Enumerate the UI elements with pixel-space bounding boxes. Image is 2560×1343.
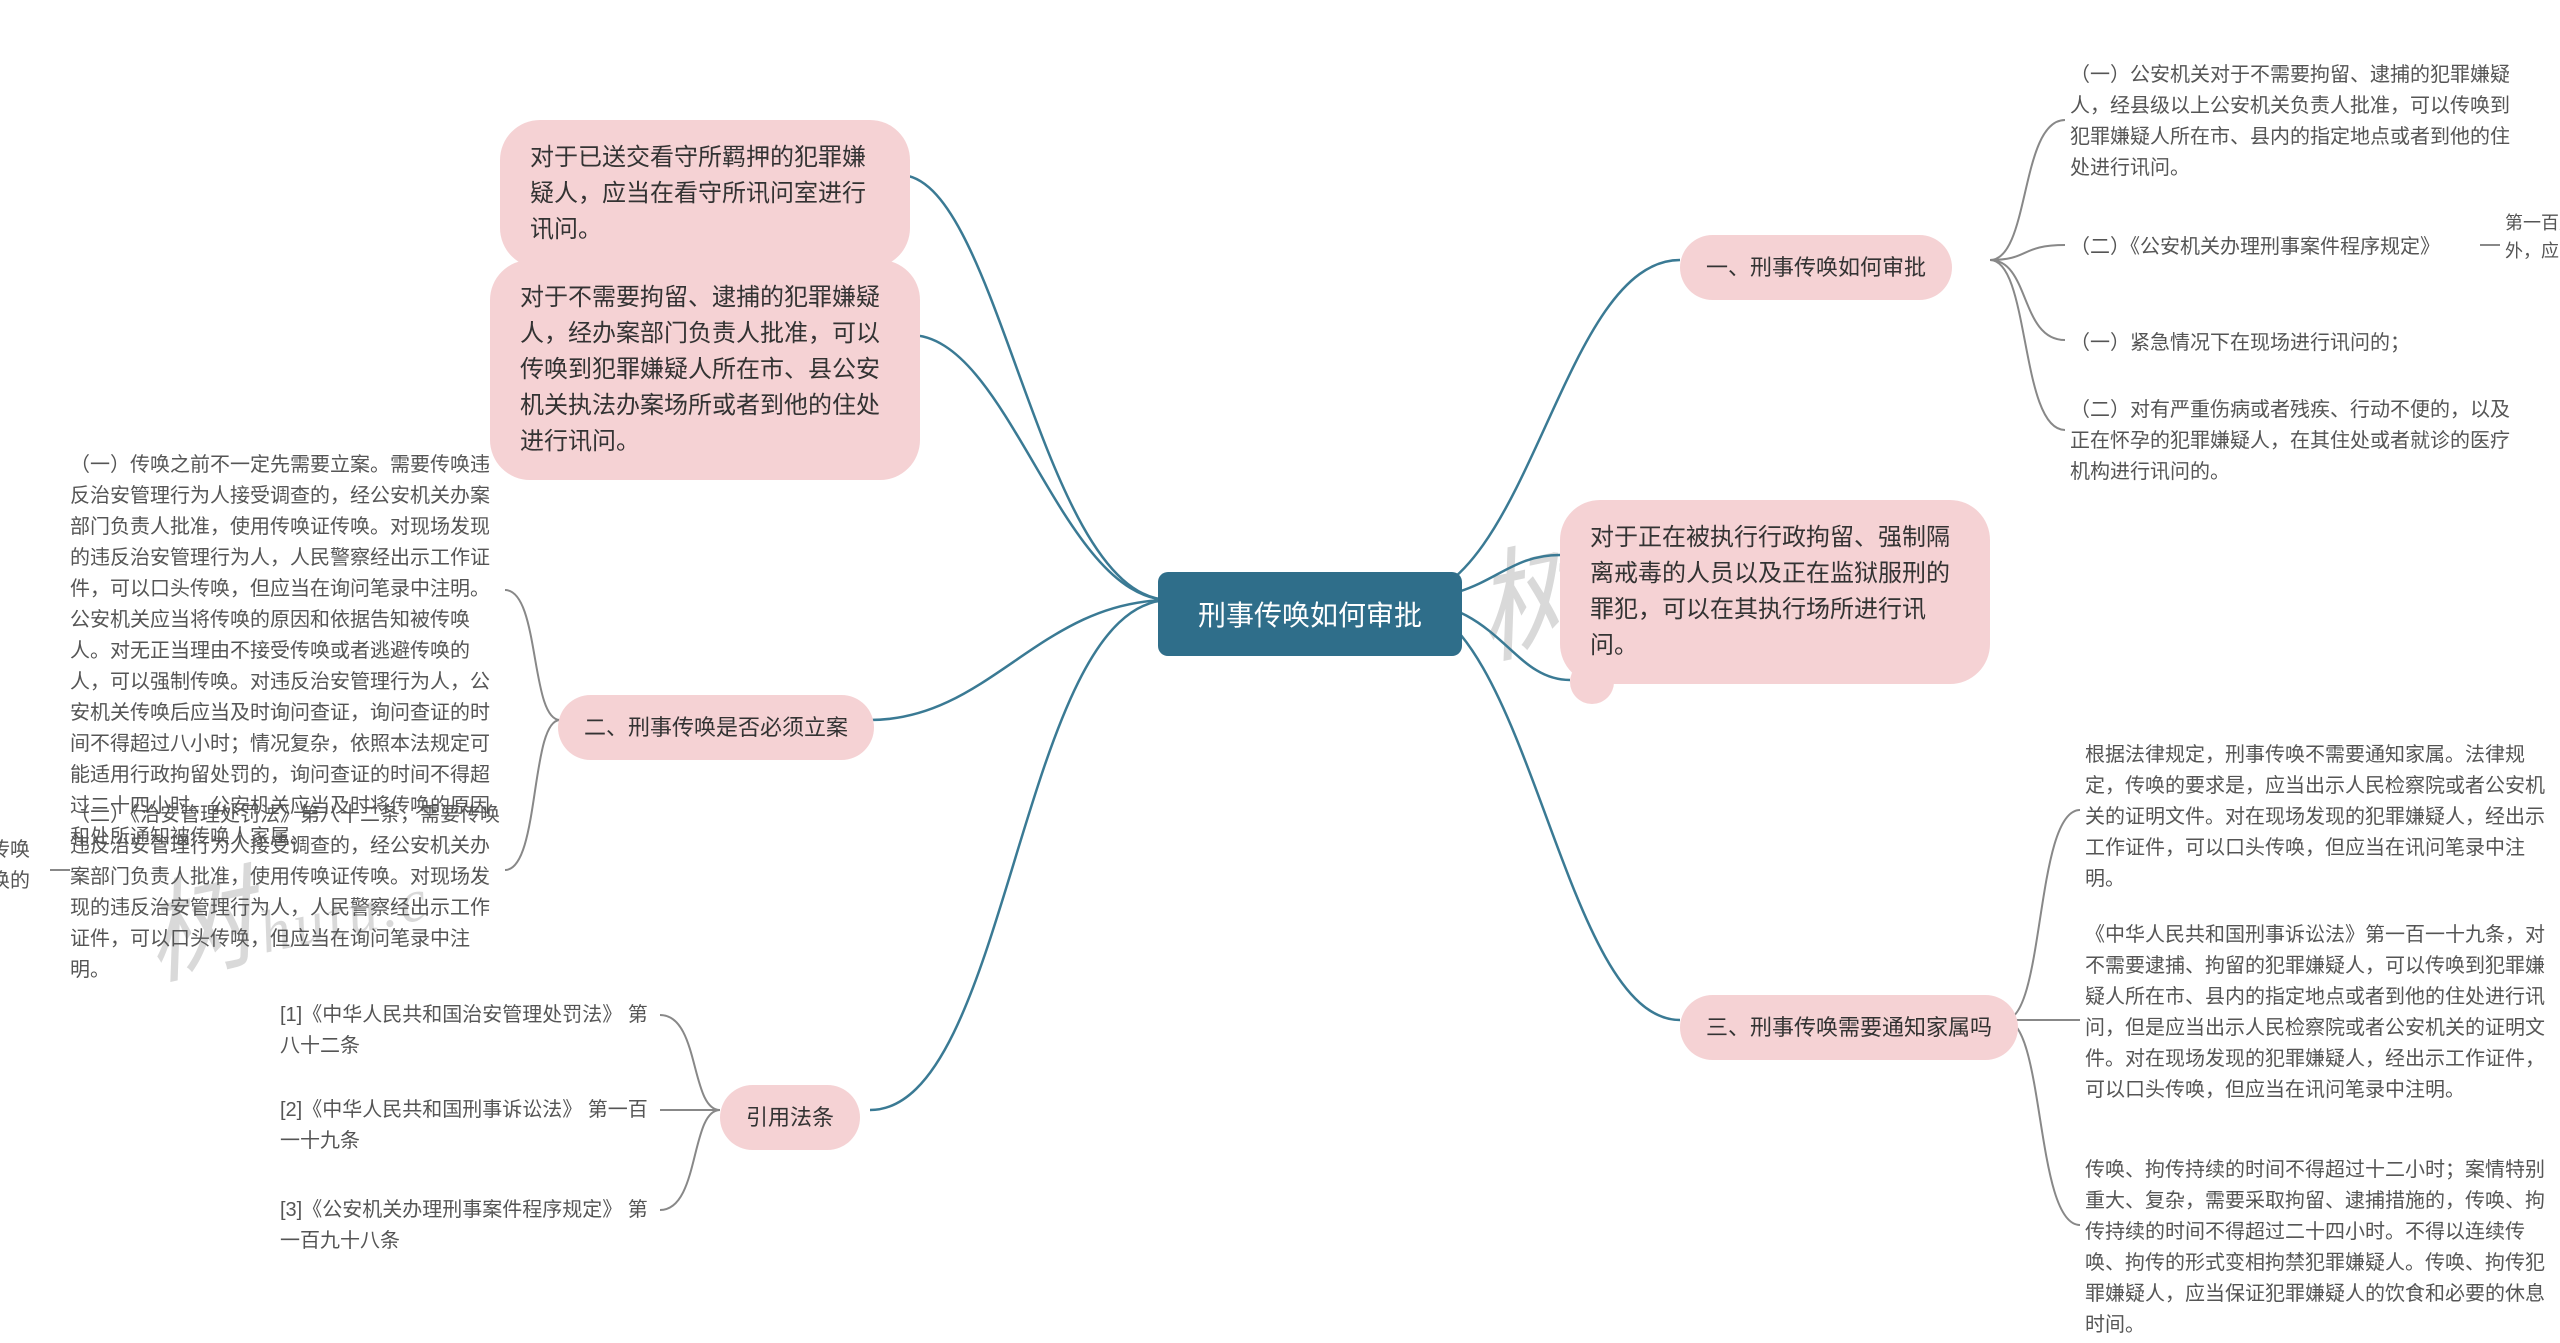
left-branch-1[interactable]: 对于已送交看守所羁押的犯罪嫌疑人，应当在看守所讯问室进行讯问。 bbox=[500, 120, 910, 268]
right-b1-child-1: （一）公安机关对于不需要拘留、逮捕的犯罪嫌疑人，经县级以上公安机关负责人批准，可… bbox=[2070, 60, 2510, 184]
root-node[interactable]: 刑事传唤如何审批 bbox=[1158, 572, 1462, 656]
right-branch-2[interactable]: 对于正在被执行行政拘留、强制隔离戒毒的人员以及正在监狱服刑的罪犯，可以在其执行场… bbox=[1560, 500, 1990, 684]
left-b3-child-2: （二）《治安管理处罚法》第八十二条，需要传唤违反治安管理行为人接受调查的，经公安… bbox=[70, 800, 500, 986]
left-branch-4[interactable]: 引用法条 bbox=[720, 1085, 860, 1150]
right-branch-3-empty[interactable] bbox=[1570, 660, 1614, 704]
right-b4-label: 三、刑事传唤需要通知家属吗 bbox=[1706, 1015, 1992, 1040]
right-b1-label: 一、刑事传唤如何审批 bbox=[1706, 255, 1926, 280]
left-b3-child-2-detail: 公安机关应当将传唤的原因和依据告知被传唤人。对无正当理由不接受传唤或者逃避传唤的… bbox=[0, 835, 50, 928]
right-b4-child-2: 《中华人民共和国刑事诉讼法》第一百一十九条，对不需要逮捕、拘留的犯罪嫌疑人，可以… bbox=[2085, 920, 2545, 1106]
right-b1-child-2: （二）《公安机关办理刑事案件程序规定》 bbox=[2070, 232, 2480, 263]
left-b3-child-1: （一）传唤之前不一定先需要立案。需要传唤违反治安管理行为人接受调查的，经公安机关… bbox=[70, 450, 500, 853]
right-b4-child-3: 传唤、拘传持续的时间不得超过十二小时；案情特别重大、复杂，需要采取拘留、逮捕措施… bbox=[2085, 1155, 2545, 1341]
right-branch-1[interactable]: 一、刑事传唤如何审批 bbox=[1680, 235, 1952, 300]
left-b3-label: 二、刑事传唤是否必须立案 bbox=[584, 715, 848, 740]
left-b4-label: 引用法条 bbox=[746, 1105, 834, 1130]
right-b1-child-4: （二）对有严重伤病或者残疾、行动不便的，以及正在怀孕的犯罪嫌疑人，在其住处或者就… bbox=[2070, 395, 2510, 488]
left-branch-2[interactable]: 对于不需要拘留、逮捕的犯罪嫌疑人，经办案部门负责人批准，可以传唤到犯罪嫌疑人所在… bbox=[490, 260, 920, 480]
left-b4-ref-1: [1]《中华人民共和国治安管理处罚法》 第八十二条 bbox=[280, 1000, 660, 1062]
right-b4-child-1: 根据法律规定，刑事传唤不需要通知家属。法律规定，传唤的要求是，应当出示人民检察院… bbox=[2085, 740, 2545, 895]
left-b4-ref-3: [3]《公安机关办理刑事案件程序规定》 第一百九十八条 bbox=[280, 1195, 660, 1257]
right-b1-child-2-detail: 第一百九十八条，讯问犯罪嫌疑人，除下列情形以外，应当在公安机关执法办案场所的讯问… bbox=[2505, 210, 2560, 266]
left-b4-ref-2: [2]《中华人民共和国刑事诉讼法》 第一百一十九条 bbox=[280, 1095, 660, 1157]
left-b2-label: 对于不需要拘留、逮捕的犯罪嫌疑人，经办案部门负责人批准，可以传唤到犯罪嫌疑人所在… bbox=[520, 284, 880, 455]
right-branch-4[interactable]: 三、刑事传唤需要通知家属吗 bbox=[1680, 995, 2018, 1060]
right-b1-child-3: （一）紧急情况下在现场进行讯问的； bbox=[2070, 328, 2510, 359]
left-branch-3[interactable]: 二、刑事传唤是否必须立案 bbox=[558, 695, 874, 760]
right-b2-label: 对于正在被执行行政拘留、强制隔离戒毒的人员以及正在监狱服刑的罪犯，可以在其执行场… bbox=[1590, 524, 1950, 659]
root-label: 刑事传唤如何审批 bbox=[1198, 600, 1422, 631]
left-b1-label: 对于已送交看守所羁押的犯罪嫌疑人，应当在看守所讯问室进行讯问。 bbox=[530, 144, 866, 243]
